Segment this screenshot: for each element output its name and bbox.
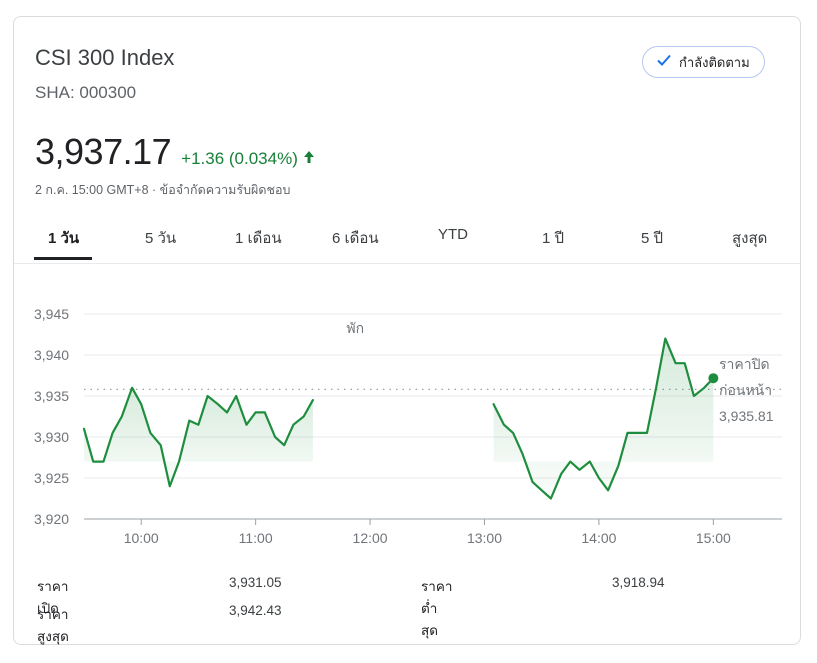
series-line-afternoon [492, 337, 715, 500]
x-tick-label: 12:00 [353, 530, 388, 546]
price-change-value: +1.36 (0.034%) [181, 149, 298, 168]
x-tick-label: 13:00 [467, 530, 502, 546]
x-tick-label: 15:00 [696, 530, 731, 546]
tab-max[interactable]: สูงสุด [732, 230, 768, 247]
ticker-symbol: SHA: 000300 [35, 83, 137, 102]
price-change: +1.36 (0.034%) [181, 149, 316, 169]
follow-button[interactable]: กำลังติดตาม [642, 46, 765, 78]
y-tick-label: 3,935 [34, 388, 69, 404]
x-tick-label: 10:00 [124, 530, 159, 546]
tab-ytd[interactable]: YTD [438, 226, 468, 243]
stat-open-label: ราคาเปิด [37, 579, 69, 616]
x-tick-label: 14:00 [581, 530, 616, 546]
range-tabs: 1 วัน 5 วัน 1 เดือน 6 เดือน YTD 1 ปี 5 ป… [14, 213, 800, 264]
y-tick-label: 3,945 [34, 306, 69, 322]
timestamp-disclaimer: 2 ก.ค. 15:00 GMT+8 · ข้อจำกัดความรับผิดช… [35, 183, 291, 197]
tab-6-months[interactable]: 6 เดือน [332, 230, 379, 247]
price-row: 3,937.17 +1.36 (0.034%) [35, 131, 316, 173]
tab-1-year[interactable]: 1 ปี [542, 230, 565, 247]
follow-button-label: กำลังติดตาม [679, 54, 750, 70]
stock-card: CSI 300 Index SHA: 000300 กำลังติดตาม 3,… [13, 16, 801, 645]
series-line-morning [82, 386, 314, 488]
current-price: 3,937.17 [35, 131, 172, 172]
intraday-chart[interactable]: 3,945 3,940 3,935 3,930 3,925 3,920 10:00 11:00… [14, 17, 800, 644]
stat-low-value: 3,918.94 [612, 575, 665, 590]
stat-low-label: ราคาต่ำสุด [421, 579, 453, 638]
x-tick-label: 11:00 [239, 530, 273, 546]
active-tab-indicator [34, 257, 92, 260]
tab-1-day[interactable]: 1 วัน [48, 230, 80, 247]
y-tick-label: 3,925 [34, 470, 69, 486]
tab-1-month[interactable]: 1 เดือน [235, 230, 282, 247]
previous-close-label: ราคาปิด [719, 356, 770, 372]
stat-high-value: 3,942.43 [229, 603, 282, 618]
previous-close-value: 3,935.81 [719, 408, 774, 424]
previous-close-label-2: ก่อนหน้า [719, 382, 772, 398]
stat-open-value: 3,931.05 [229, 575, 282, 590]
y-tick-label: 3,920 [34, 511, 69, 527]
y-tick-label: 3,930 [34, 429, 69, 445]
index-title: CSI 300 Index [35, 45, 175, 70]
y-tick-label: 3,940 [34, 347, 69, 363]
stat-high-label: ราคาสูงสุด [37, 607, 69, 644]
lunch-break-label: พัก [346, 320, 364, 336]
last-price-dot [708, 373, 719, 384]
tab-5-years[interactable]: 5 ปี [641, 230, 664, 247]
checkmark-icon [655, 51, 673, 74]
tab-5-days[interactable]: 5 วัน [145, 230, 177, 247]
arrow-up-icon [302, 149, 316, 169]
